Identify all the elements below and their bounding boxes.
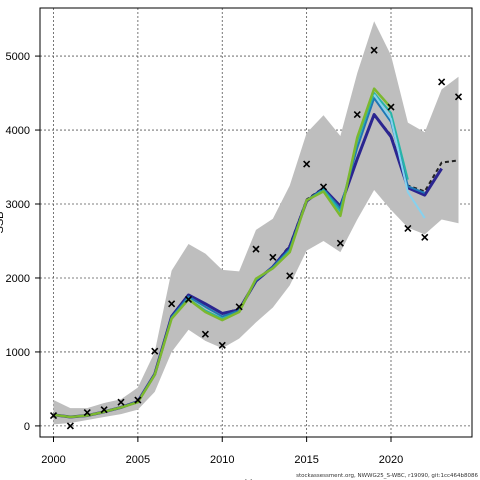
y-tick-label: 0: [24, 421, 30, 433]
x-tick-label: 2015: [294, 454, 318, 466]
series-lines: [53, 87, 459, 419]
confidence-band: [53, 21, 459, 425]
observation-markers: [49, 46, 463, 430]
observation-point: [49, 411, 58, 420]
y-tick-label: 4000: [6, 125, 30, 137]
x-tick-label: 2005: [126, 454, 150, 466]
observation-point: [286, 272, 294, 280]
observation-point: [353, 110, 361, 119]
observation-point: [336, 239, 344, 247]
y-axis-title: SSB: [0, 211, 6, 233]
observation-point: [303, 160, 311, 168]
axes: 2000 2005 2010 2015 2020 0 1000 2000 3000 4000 500…: [0, 7, 473, 480]
observation-point: [269, 253, 277, 261]
observation-point: [218, 341, 226, 349]
observation-point: [370, 46, 378, 54]
series-line-5: [53, 87, 392, 419]
observation-point: [168, 300, 176, 308]
x-tick-label: 2020: [379, 454, 403, 466]
footer-text: stockassessment.org, NWWG25_S-WBC, r1909…: [296, 473, 478, 479]
y-tick-label: 5000: [6, 51, 30, 63]
observation-point: [201, 330, 209, 338]
observation-point: [387, 103, 395, 111]
observation-point: [235, 303, 243, 311]
y-tick-label: 1000: [6, 347, 30, 359]
observation-point: [319, 183, 328, 191]
observation-point: [252, 245, 260, 253]
observation-point: [83, 409, 91, 417]
observation-point: [438, 78, 446, 86]
observation-point: [421, 233, 429, 241]
observation-point: [117, 398, 125, 406]
ci-band-area: [53, 21, 459, 425]
observation-point: [454, 93, 463, 101]
y-tick-label: 2000: [6, 273, 30, 285]
observation-point: [151, 347, 159, 355]
plot-frame: [39, 7, 473, 438]
series-line-4: [373, 93, 426, 219]
x-tick-label: 2010: [210, 454, 234, 466]
observation-point: [100, 406, 108, 414]
observation-point: [184, 295, 193, 303]
observation-point: [66, 422, 74, 430]
x-axis-title: Year: [245, 478, 268, 480]
observation-point: [134, 396, 142, 404]
observation-point: [404, 224, 412, 232]
x-tick-label: 2000: [41, 454, 65, 466]
y-tick-label: 3000: [6, 199, 30, 211]
